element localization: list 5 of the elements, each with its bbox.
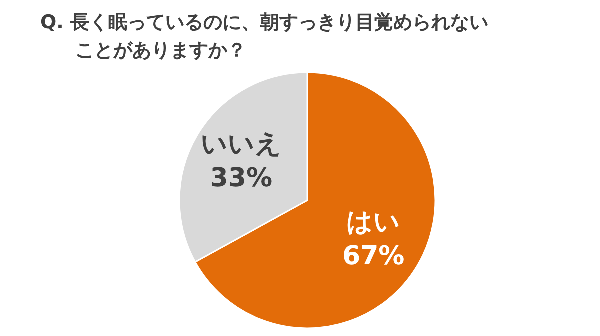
slice-label: いいえ xyxy=(200,129,282,160)
slice-label: はい xyxy=(346,208,401,238)
chart-title: Q. 長く眠っているのに、朝すっきり目覚められないことがありますか？ xyxy=(40,12,488,62)
data-label: 33% xyxy=(210,163,273,194)
data-label: 67% xyxy=(342,242,405,272)
